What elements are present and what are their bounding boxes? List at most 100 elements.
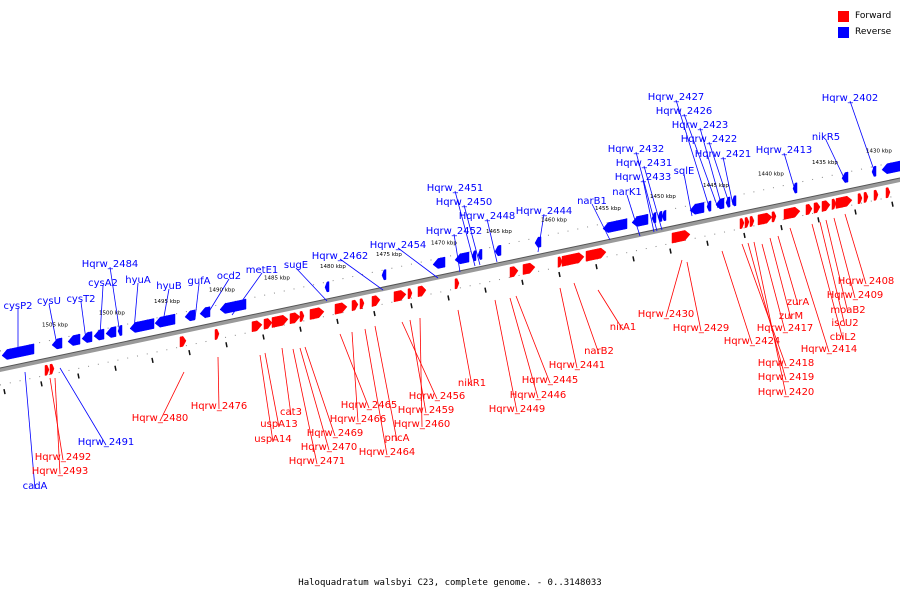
gene-label-reverse: cysP2 — [3, 301, 32, 312]
legend: Forward Reverse — [838, 9, 891, 41]
reverse-gene-arrow[interactable] — [602, 218, 628, 233]
gene-label-forward: Hqrw_2430 — [638, 309, 695, 320]
leader-line — [591, 203, 611, 241]
gene-label-forward: Hqrw_2445 — [522, 375, 579, 386]
forward-gene-arrow[interactable] — [309, 307, 325, 320]
forward-gene-arrow[interactable] — [179, 336, 187, 348]
reverse-gene-arrow[interactable] — [105, 326, 117, 338]
reverse-gene-arrow[interactable] — [67, 333, 81, 346]
forward-gene-arrow[interactable] — [771, 211, 777, 223]
forward-gene-arrow[interactable] — [739, 218, 745, 230]
forward-gene-arrow[interactable] — [757, 212, 773, 226]
forward-gene-arrow[interactable] — [351, 299, 359, 311]
forward-gene-arrow[interactable] — [783, 206, 801, 220]
reverse-gene-arrow[interactable] — [661, 210, 667, 222]
leader-line — [457, 309, 473, 387]
reverse-gene-arrow[interactable] — [129, 318, 155, 333]
gene-label-reverse: hyuB — [156, 281, 182, 292]
forward-gene-arrow[interactable] — [863, 191, 869, 203]
leader-line — [783, 152, 796, 191]
axis-tick-label: 1475 kbp — [376, 252, 402, 258]
gene-label-forward: Hqrw_2476 — [191, 401, 248, 412]
forward-gene-arrow[interactable] — [585, 247, 607, 262]
reverse-gene-arrow[interactable] — [219, 298, 247, 314]
forward-gene-arrow[interactable] — [44, 364, 50, 376]
forward-gene-arrow[interactable] — [813, 202, 821, 214]
forward-gene-arrow[interactable] — [749, 215, 755, 227]
forward-gene-arrow[interactable] — [557, 256, 563, 268]
forward-gene-arrow[interactable] — [671, 230, 691, 244]
reverse-gene-arrow[interactable] — [117, 324, 123, 336]
leader-line — [409, 319, 427, 414]
forward-gene-arrow[interactable] — [271, 314, 289, 328]
forward-gene-arrow[interactable] — [371, 295, 381, 307]
leader-line — [683, 113, 719, 209]
forward-gene-arrow[interactable] — [407, 288, 413, 300]
forward-gene-arrow[interactable] — [821, 200, 831, 212]
gene-label-reverse: Hqrw_2421 — [695, 149, 752, 160]
gene-label-reverse: Hqrw_2413 — [756, 145, 813, 156]
forward-gene-arrow[interactable] — [509, 266, 519, 278]
axis-tick-label: 1490 kbp — [209, 287, 235, 293]
leader-line — [401, 321, 438, 400]
forward-gene-arrow[interactable] — [49, 363, 55, 375]
forward-gene-arrow[interactable] — [359, 298, 365, 310]
reverse-gene-arrow[interactable] — [841, 171, 849, 183]
forward-gene-arrow[interactable] — [857, 193, 863, 205]
forward-gene-arrow[interactable] — [831, 198, 837, 210]
axis-ticks — [3, 201, 894, 395]
forward-gene-arrow[interactable] — [299, 310, 305, 322]
forward-gene-arrow[interactable] — [805, 203, 813, 216]
gene-label-forward: Hqrw_2414 — [801, 344, 858, 355]
forward-gene-arrow[interactable] — [835, 195, 853, 209]
legend-forward: Forward — [838, 9, 891, 23]
gene-label-forward: zurM — [779, 311, 803, 322]
forward-gene-arrow[interactable] — [289, 312, 301, 325]
axis-tick-mark — [336, 318, 339, 325]
gene-label-forward: Hqrw_2464 — [359, 447, 416, 458]
leader-line — [159, 371, 185, 422]
axis-tick-mark — [114, 365, 117, 371]
reverse-gene-arrow[interactable] — [154, 313, 176, 328]
leader-line — [295, 267, 328, 302]
reverse-gene-arrow[interactable] — [651, 212, 657, 224]
reverse-gene-arrow[interactable] — [689, 202, 705, 215]
reverse-gene-arrow[interactable] — [199, 306, 211, 318]
leader-line — [374, 325, 398, 442]
axis-tick-mark — [632, 256, 635, 262]
forward-gene-arrow[interactable] — [334, 302, 348, 315]
axis-tick-label: 1505 kbp — [42, 323, 68, 329]
reverse-gene-arrow[interactable] — [432, 256, 446, 269]
leader-line — [849, 100, 876, 174]
gene-label-reverse: gufA — [187, 276, 210, 287]
reverse-gene-arrow[interactable] — [881, 160, 900, 175]
forward-gene-arrow[interactable] — [744, 217, 750, 229]
reverse-gene-arrow[interactable] — [93, 328, 105, 341]
forward-gene-arrow[interactable] — [561, 252, 585, 267]
gene-label-reverse: Hqrw_2454 — [370, 240, 427, 251]
leader-line — [708, 141, 731, 207]
reverse-gene-arrow[interactable] — [81, 331, 93, 343]
forward-gene-arrow[interactable] — [885, 187, 891, 199]
gene-label-reverse: cysU — [37, 296, 61, 307]
legend-forward-label: Forward — [855, 11, 892, 21]
leader-line — [747, 242, 787, 381]
reverse-gene-arrow[interactable] — [725, 196, 731, 208]
forward-gene-arrow[interactable] — [214, 328, 220, 340]
reverse-gene-arrow[interactable] — [381, 269, 387, 281]
gene-label-reverse: Hqrw_2432 — [608, 144, 665, 155]
reverse-gene-arrow[interactable] — [494, 244, 502, 257]
reverse-gene-arrow[interactable] — [324, 281, 330, 293]
forward-gene-arrow[interactable] — [454, 278, 460, 290]
leader-line — [825, 219, 849, 314]
forward-gene-arrow[interactable] — [873, 189, 879, 201]
reverse-gene-arrow[interactable] — [477, 248, 483, 260]
reverse-gene-arrow[interactable] — [631, 213, 649, 227]
leader-line — [844, 213, 867, 285]
forward-gene-arrow[interactable] — [522, 262, 536, 275]
forward-gene-arrow[interactable] — [393, 290, 407, 303]
forward-gene-arrow[interactable] — [251, 320, 263, 333]
forward-gene-arrow[interactable] — [417, 285, 427, 298]
reverse-gene-arrow[interactable] — [792, 182, 798, 194]
forward-gene-arrow[interactable] — [263, 318, 273, 330]
